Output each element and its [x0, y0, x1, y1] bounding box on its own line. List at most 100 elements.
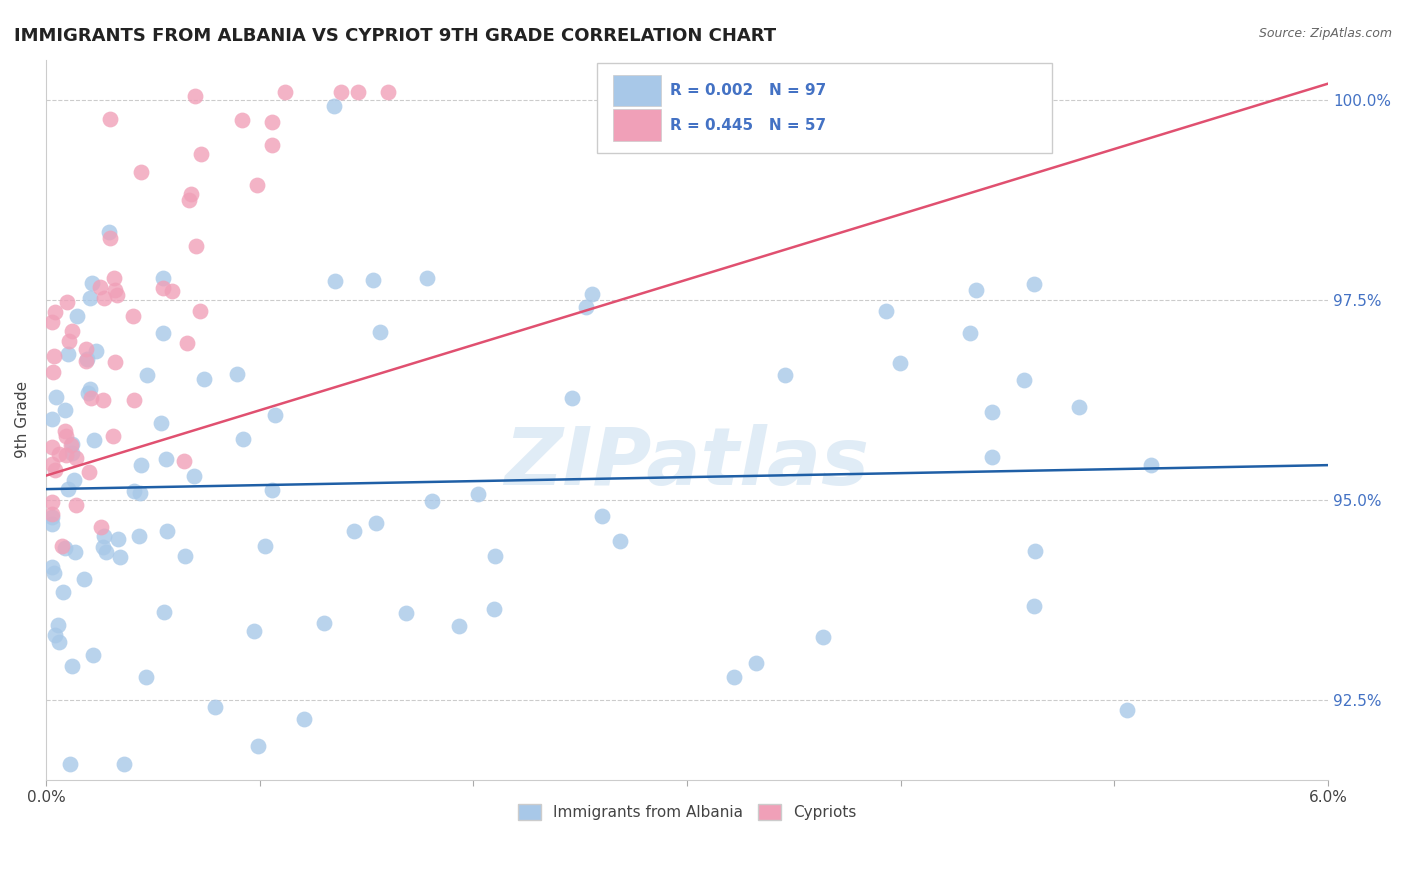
Point: [124, 392, 146, 407]
Point: [56, 294, 79, 309]
Point: [343, 524, 366, 538]
Point: [44, 349, 66, 363]
Point: [323, 98, 346, 112]
Point: [51, 540, 73, 554]
Point: [65, 451, 87, 466]
Point: [41, 516, 63, 531]
Text: Source: ZipAtlas.com: Source: ZipAtlas.com: [1258, 27, 1392, 40]
Point: [42, 366, 65, 380]
Point: [581, 287, 603, 301]
Point: [292, 712, 315, 726]
Point: [48, 635, 70, 649]
Point: [591, 509, 613, 524]
Point: [58, 334, 80, 348]
Point: [361, 273, 384, 287]
Point: [312, 616, 335, 631]
Point: [79, 382, 101, 396]
Point: [153, 605, 176, 619]
Point: [112, 756, 135, 771]
Point: [186, 239, 208, 253]
Point: [52, 584, 75, 599]
Point: [1024, 277, 1046, 292]
Point: [60, 445, 83, 459]
Point: [1022, 599, 1045, 613]
Point: [773, 368, 796, 382]
Point: [41, 509, 63, 524]
Point: [242, 624, 264, 638]
Point: [77, 465, 100, 479]
Point: [1067, 400, 1090, 414]
Point: [89, 280, 111, 294]
Point: [1012, 373, 1035, 387]
Point: [53, 541, 76, 555]
Point: [152, 271, 174, 285]
Point: [180, 186, 202, 201]
Point: [575, 300, 598, 314]
Point: [965, 283, 987, 297]
Point: [484, 549, 506, 564]
Point: [128, 528, 150, 542]
Point: [98, 225, 121, 239]
Point: [91, 540, 114, 554]
Point: [980, 404, 1002, 418]
Point: [329, 85, 352, 99]
Point: [104, 283, 127, 297]
Point: [609, 533, 631, 548]
Point: [723, 669, 745, 683]
Legend: Immigrants from Albania, Cypriots: Immigrants from Albania, Cypriots: [512, 797, 863, 826]
Point: [86, 344, 108, 359]
Point: [264, 409, 287, 423]
Point: [41, 412, 63, 426]
Point: [93, 291, 115, 305]
Point: [110, 550, 132, 565]
Point: [152, 281, 174, 295]
Point: [63, 473, 86, 487]
Point: [131, 458, 153, 472]
Text: IMMIGRANTS FROM ALBANIA VS CYPRIOT 9TH GRADE CORRELATION CHART: IMMIGRANTS FROM ALBANIA VS CYPRIOT 9TH G…: [14, 27, 776, 45]
Point: [173, 454, 195, 468]
Point: [323, 274, 346, 288]
Point: [107, 532, 129, 546]
Point: [193, 371, 215, 385]
Point: [73, 572, 96, 586]
Point: [152, 326, 174, 340]
Point: [41, 440, 63, 454]
Point: [246, 739, 269, 753]
Point: [44, 628, 66, 642]
Point: [155, 451, 177, 466]
Point: [44, 463, 66, 477]
Point: [56, 347, 79, 361]
Point: [105, 288, 128, 302]
Point: [59, 756, 82, 771]
Point: [676, 85, 699, 99]
Point: [76, 343, 98, 357]
Point: [260, 137, 283, 152]
Point: [45, 390, 67, 404]
Point: [176, 336, 198, 351]
Point: [76, 351, 98, 366]
Point: [416, 271, 439, 285]
Point: [981, 450, 1004, 465]
Point: [41, 559, 63, 574]
Point: [150, 416, 173, 430]
FancyBboxPatch shape: [613, 110, 661, 141]
Point: [467, 487, 489, 501]
Point: [82, 648, 104, 662]
Point: [77, 386, 100, 401]
Text: R = 0.445   N = 57: R = 0.445 N = 57: [671, 118, 827, 133]
Point: [260, 115, 283, 129]
Point: [231, 112, 253, 127]
Point: [377, 85, 399, 99]
Point: [482, 602, 505, 616]
Point: [41, 457, 63, 471]
Point: [55, 403, 77, 417]
Point: [83, 433, 105, 447]
Point: [1115, 704, 1137, 718]
Point: [744, 657, 766, 671]
Point: [82, 276, 104, 290]
Point: [190, 147, 212, 161]
Point: [232, 432, 254, 446]
Point: [65, 498, 87, 512]
Point: [98, 230, 121, 244]
Point: [93, 529, 115, 543]
